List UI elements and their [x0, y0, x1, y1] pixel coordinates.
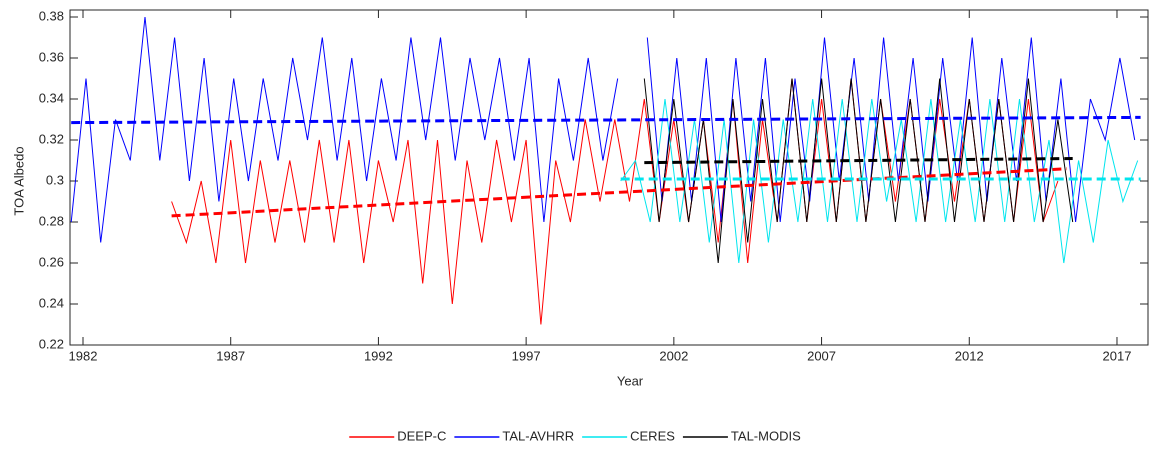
x-tick-label: 2002 — [659, 348, 688, 363]
x-tick-label: 1987 — [216, 348, 245, 363]
y-tick-label: 0.26 — [39, 254, 64, 269]
x-tick-label: 1982 — [69, 348, 98, 363]
legend-label: CERES — [630, 428, 675, 443]
x-tick-label: 2007 — [807, 348, 836, 363]
legend-label: DEEP-C — [397, 428, 446, 443]
y-tick-label: 0.34 — [39, 90, 64, 105]
trend-line — [171, 167, 1067, 218]
y-tick-label: 0.32 — [39, 131, 64, 146]
trend-line — [71, 115, 1141, 125]
x-tick-label: 2017 — [1103, 348, 1132, 363]
series-line — [171, 78, 1059, 325]
plot-frame — [69, 9, 1149, 346]
legend-label: TAL-MODIS — [731, 428, 801, 443]
y-axis-label: TOA Albedo — [11, 146, 26, 215]
legend-label: TAL-AVHRR — [502, 428, 574, 443]
y-tick-label: 0.36 — [39, 49, 64, 64]
y-tick-label: 0.24 — [39, 295, 64, 310]
y-tick-label: 0.3 — [46, 172, 64, 187]
x-tick-label: 1997 — [512, 348, 541, 363]
y-tick-label: 0.22 — [39, 336, 64, 351]
series-line — [70, 16, 1136, 243]
y-tick-label: 0.28 — [39, 213, 64, 228]
y-tick-label: 0.38 — [39, 8, 64, 23]
series-line — [620, 98, 1139, 264]
x-tick-label: 2012 — [955, 348, 984, 363]
trend-line — [644, 157, 1073, 165]
x-tick-label: 1992 — [364, 348, 393, 363]
x-axis-label: Year — [617, 373, 644, 388]
